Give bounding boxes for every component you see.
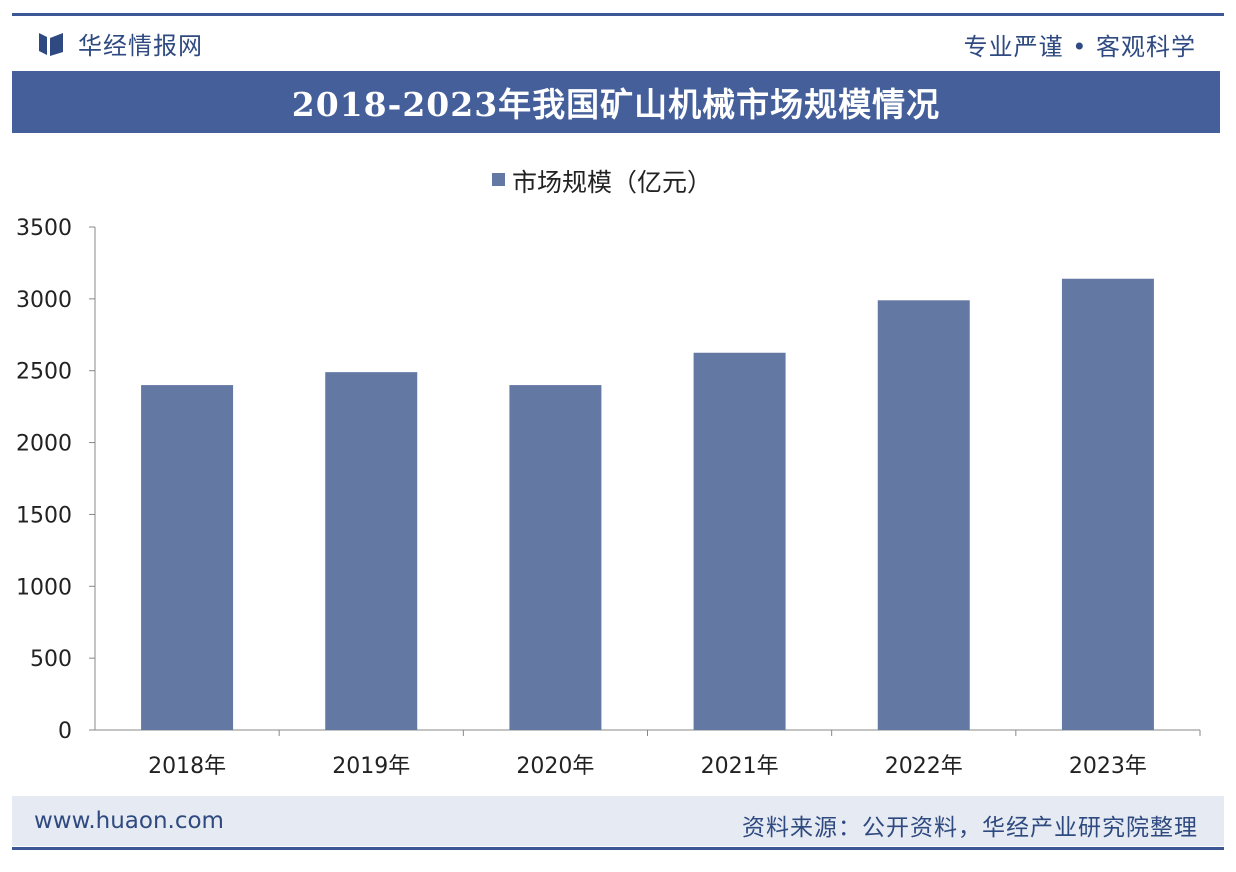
source-note: 资料来源：公开资料，华经产业研究院整理 <box>742 815 1198 841</box>
y-tick-label: 1000 <box>16 575 72 600</box>
slogan: 专业严谨 • 客观科学 <box>963 33 1196 61</box>
bar <box>1061 278 1154 730</box>
y-tick-label: 2500 <box>16 360 72 385</box>
legend-label: 市场规模（亿元） <box>512 168 712 197</box>
footer-band <box>12 796 1224 846</box>
bar <box>693 352 786 730</box>
bottom-rule <box>12 847 1224 850</box>
brand: 华经情报网 <box>38 26 203 61</box>
brand-logo-icon <box>39 32 63 56</box>
y-tick-label: 500 <box>30 647 72 672</box>
y-tick-label: 3000 <box>16 288 72 313</box>
website-link[interactable]: www.huaon.com <box>34 808 224 834</box>
y-tick-label: 3500 <box>16 216 72 241</box>
bar <box>877 300 970 730</box>
title-banner: 2018-2023年我国矿山机械市场规模情况 <box>12 71 1220 133</box>
bar-chart: 市场规模（亿元） 0 500 1000 1500 2000 2500 3000 3500 2018… <box>16 168 1201 779</box>
x-tick-label: 2019年 <box>332 754 410 779</box>
brand-name: 华经情报网 <box>78 32 203 60</box>
y-tick-label: 1500 <box>16 503 72 528</box>
x-tick-label: 2023年 <box>1069 754 1147 779</box>
bar <box>509 385 602 730</box>
top-rule <box>12 13 1224 16</box>
legend-swatch <box>492 173 505 186</box>
x-tick-label: 2022年 <box>885 754 963 779</box>
x-tick-label: 2018年 <box>148 754 226 779</box>
bar <box>141 385 234 730</box>
y-tick-label: 2000 <box>16 432 72 457</box>
y-tick-label: 0 <box>58 719 72 744</box>
chart-title: 2018-2023年我国矿山机械市场规模情况 <box>291 85 941 124</box>
x-tick-label: 2020年 <box>516 754 594 779</box>
x-tick-label: 2021年 <box>701 754 779 779</box>
bar <box>325 372 418 730</box>
